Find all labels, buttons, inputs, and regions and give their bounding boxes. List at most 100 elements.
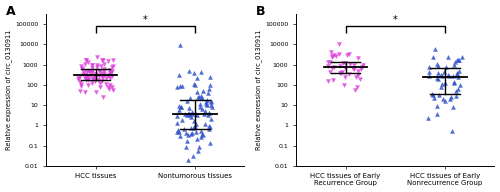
- Point: [108, 71, 116, 74]
- Point: [188, 131, 196, 134]
- Point: [176, 108, 184, 111]
- Point: [85, 69, 93, 72]
- Point: [181, 112, 189, 115]
- Point: [189, 155, 197, 158]
- Point: [200, 134, 207, 137]
- Point: [79, 73, 87, 76]
- Point: [84, 83, 92, 86]
- Point: [104, 59, 112, 62]
- Point: [424, 117, 432, 120]
- Point: [74, 77, 82, 80]
- Point: [88, 63, 96, 66]
- Point: [110, 59, 118, 62]
- Point: [345, 73, 353, 76]
- Point: [96, 86, 104, 89]
- Point: [434, 78, 442, 81]
- Point: [106, 69, 114, 72]
- Point: [108, 74, 116, 77]
- Point: [74, 78, 82, 81]
- Point: [198, 94, 205, 98]
- Point: [88, 69, 96, 72]
- Point: [106, 76, 114, 79]
- Point: [92, 75, 100, 78]
- Point: [341, 66, 349, 70]
- Point: [196, 103, 204, 106]
- Point: [175, 74, 183, 77]
- Point: [92, 90, 100, 93]
- Point: [78, 84, 86, 87]
- Point: [108, 65, 116, 68]
- Point: [195, 96, 203, 99]
- Point: [184, 139, 192, 142]
- Point: [88, 67, 96, 70]
- Point: [193, 113, 201, 116]
- Point: [198, 96, 206, 99]
- Point: [173, 115, 181, 118]
- Point: [98, 96, 106, 99]
- Point: [436, 73, 444, 76]
- Point: [98, 75, 106, 78]
- Point: [106, 70, 114, 74]
- Point: [176, 84, 184, 87]
- Point: [434, 65, 442, 68]
- Point: [86, 74, 94, 77]
- Point: [100, 73, 108, 76]
- Point: [81, 74, 89, 77]
- Point: [450, 80, 458, 84]
- Point: [100, 58, 108, 61]
- Point: [109, 88, 117, 91]
- Point: [186, 97, 194, 100]
- Point: [186, 126, 194, 129]
- Point: [426, 75, 434, 78]
- Point: [197, 135, 205, 138]
- Point: [449, 105, 457, 108]
- Point: [454, 71, 462, 74]
- Point: [424, 66, 432, 69]
- Point: [198, 107, 206, 110]
- Point: [98, 71, 106, 74]
- Point: [186, 113, 194, 117]
- Point: [454, 76, 462, 79]
- Point: [358, 65, 366, 69]
- Text: B: B: [256, 5, 266, 18]
- Point: [450, 63, 458, 66]
- Point: [98, 80, 106, 83]
- Point: [182, 132, 190, 135]
- Point: [437, 85, 445, 88]
- Point: [176, 43, 184, 46]
- Point: [200, 113, 208, 116]
- Point: [440, 70, 448, 74]
- Point: [104, 85, 112, 88]
- Point: [354, 69, 362, 72]
- Point: [78, 65, 86, 68]
- Point: [192, 124, 200, 127]
- Point: [88, 81, 96, 84]
- Point: [324, 60, 332, 63]
- Point: [91, 79, 99, 83]
- Text: A: A: [6, 5, 16, 18]
- Point: [108, 66, 116, 69]
- Point: [88, 71, 96, 74]
- Point: [206, 142, 214, 145]
- Point: [456, 84, 464, 87]
- Point: [104, 74, 112, 77]
- Point: [188, 113, 196, 116]
- Point: [100, 69, 108, 72]
- Point: [438, 75, 446, 78]
- Point: [430, 97, 438, 100]
- Point: [452, 89, 460, 92]
- Point: [100, 63, 108, 66]
- Point: [184, 133, 192, 136]
- Point: [326, 50, 334, 53]
- Point: [328, 56, 336, 59]
- Point: [184, 112, 192, 115]
- Point: [330, 79, 338, 82]
- Point: [208, 106, 216, 109]
- Point: [428, 92, 436, 95]
- Point: [208, 99, 216, 102]
- Point: [102, 76, 110, 79]
- Point: [182, 100, 190, 103]
- Point: [326, 70, 334, 74]
- Point: [85, 70, 93, 73]
- Point: [446, 95, 454, 98]
